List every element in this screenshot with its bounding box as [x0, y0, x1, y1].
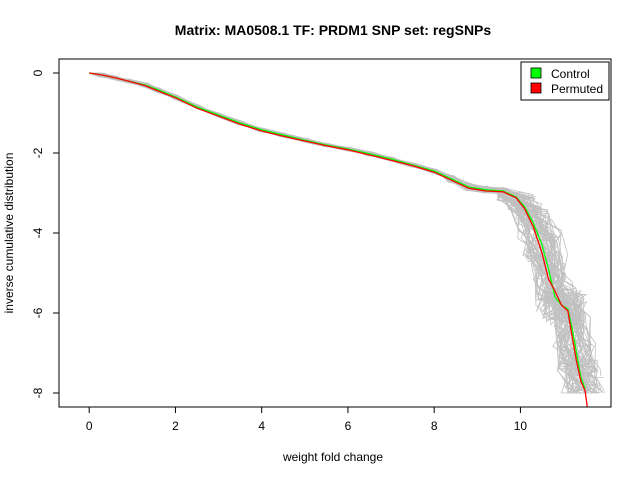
background-curve — [89, 72, 593, 394]
y-tick-label: -8 — [31, 387, 45, 398]
background-curve — [89, 72, 584, 394]
series-line-permuted — [89, 72, 588, 408]
background-curve — [89, 72, 580, 383]
background-curve — [89, 72, 591, 374]
background-curve — [89, 72, 603, 392]
background-curve — [89, 72, 591, 389]
series-layer — [89, 72, 588, 408]
background-curve — [89, 72, 593, 394]
y-tick-label: -6 — [31, 307, 45, 318]
background-curve — [89, 72, 587, 382]
legend-swatch-control — [530, 67, 542, 79]
background-curve — [89, 72, 587, 391]
y-tick-label: 0 — [31, 69, 45, 76]
background-curve — [89, 72, 584, 376]
background-curve — [89, 72, 588, 389]
x-tick-label: 10 — [514, 419, 528, 433]
background-curve — [89, 72, 582, 390]
background-curve — [89, 72, 585, 394]
x-tick-label: 0 — [86, 419, 93, 433]
background-curve — [89, 72, 582, 384]
background-curve — [89, 72, 580, 394]
background-curve — [89, 72, 597, 394]
background-curve — [89, 72, 590, 394]
legend: Control Permuted — [520, 61, 610, 101]
background-curve — [89, 72, 585, 390]
background-curve — [89, 72, 586, 376]
x-tick-label: 8 — [431, 419, 438, 433]
background-curve — [89, 72, 595, 394]
x-tick-label: 4 — [258, 419, 265, 433]
background-curve — [89, 72, 598, 394]
background-curve — [89, 72, 584, 388]
background-curve — [89, 72, 598, 385]
background-curve — [89, 72, 582, 394]
legend-label-control: Control — [551, 67, 590, 81]
background-curve — [89, 72, 588, 372]
x-axis-label: weight fold change — [282, 450, 383, 464]
background-curve — [89, 72, 599, 390]
x-axis: 0 2 4 6 8 10 — [86, 406, 528, 433]
background-curve — [89, 72, 593, 394]
background-curve — [89, 72, 592, 394]
background-curve — [89, 72, 592, 394]
background-curve — [89, 72, 581, 394]
series-line-control — [89, 72, 586, 390]
background-curve — [89, 72, 592, 381]
background-curve — [89, 72, 591, 378]
background-curve — [89, 72, 587, 382]
y-tick-label: -4 — [31, 227, 45, 238]
background-curve — [89, 72, 582, 394]
x-tick-label: 6 — [345, 419, 352, 433]
background-curve — [89, 72, 591, 394]
y-axis: 0 -2 -4 -6 -8 — [31, 69, 60, 398]
background-curve — [89, 72, 579, 392]
legend-swatch-permuted — [530, 82, 542, 94]
background-curves — [89, 72, 605, 394]
legend-label-permuted: Permuted — [551, 82, 603, 96]
background-curve — [89, 72, 593, 394]
background-curve — [89, 72, 595, 394]
chart-title: Matrix: MA0508.1 TF: PRDM1 SNP set: regS… — [175, 22, 492, 38]
x-tick-label: 2 — [172, 419, 179, 433]
background-curve — [89, 72, 588, 394]
y-axis-label: inverse cumulative distribution — [2, 153, 16, 314]
background-curve — [89, 72, 597, 383]
background-curve — [89, 72, 596, 394]
y-tick-label: -2 — [31, 147, 45, 158]
background-curve — [89, 72, 589, 394]
